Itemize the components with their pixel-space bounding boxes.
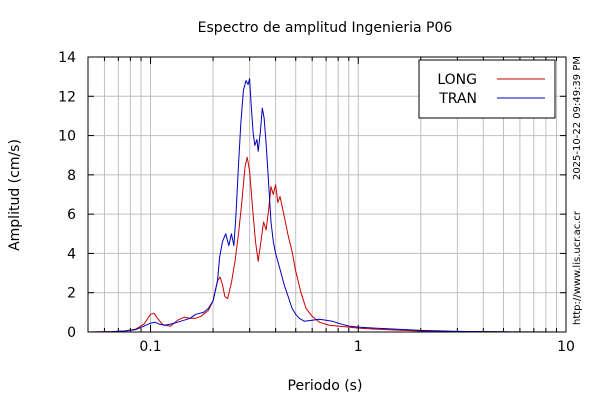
x-tick-label: 10 xyxy=(557,339,575,355)
timestamp-text: 2025-10-22 09:49:39 PM xyxy=(572,56,583,180)
y-tick-label: 8 xyxy=(67,168,76,184)
y-axis-label: Amplitud (cm/s) xyxy=(7,139,23,251)
chart-title: Espectro de amplitud Ingenieria P06 xyxy=(198,20,453,36)
y-tick-label: 14 xyxy=(58,50,76,66)
legend-box xyxy=(418,59,556,119)
series-layer xyxy=(87,78,567,333)
series-line-long xyxy=(87,156,567,333)
y-tick-label: 6 xyxy=(67,207,76,223)
y-ticks: 0 2 4 6 8 10 12 14 xyxy=(58,50,566,341)
legend-label-tran: TRAN xyxy=(438,91,477,107)
x-axis-label: Periodo (s) xyxy=(288,378,363,394)
y-tick-label: 2 xyxy=(67,286,76,302)
x-ticks: 0.1 1 10 xyxy=(87,57,575,355)
plot-frame xyxy=(87,56,567,333)
y-tick-label: 4 xyxy=(67,246,76,262)
legend: LONG TRAN xyxy=(418,59,556,119)
y-tick-label: 10 xyxy=(58,129,76,145)
legend-label-long: LONG xyxy=(437,72,477,88)
y-tick-label: 12 xyxy=(58,89,76,105)
grid xyxy=(88,57,566,332)
x-tick-label: 1 xyxy=(354,339,363,355)
url-text: http://www.lis.ucr.ac.cr xyxy=(572,210,583,325)
x-tick-label: 0.1 xyxy=(139,339,161,355)
y-tick-label: 0 xyxy=(67,325,76,341)
series-line-tran xyxy=(87,78,567,333)
